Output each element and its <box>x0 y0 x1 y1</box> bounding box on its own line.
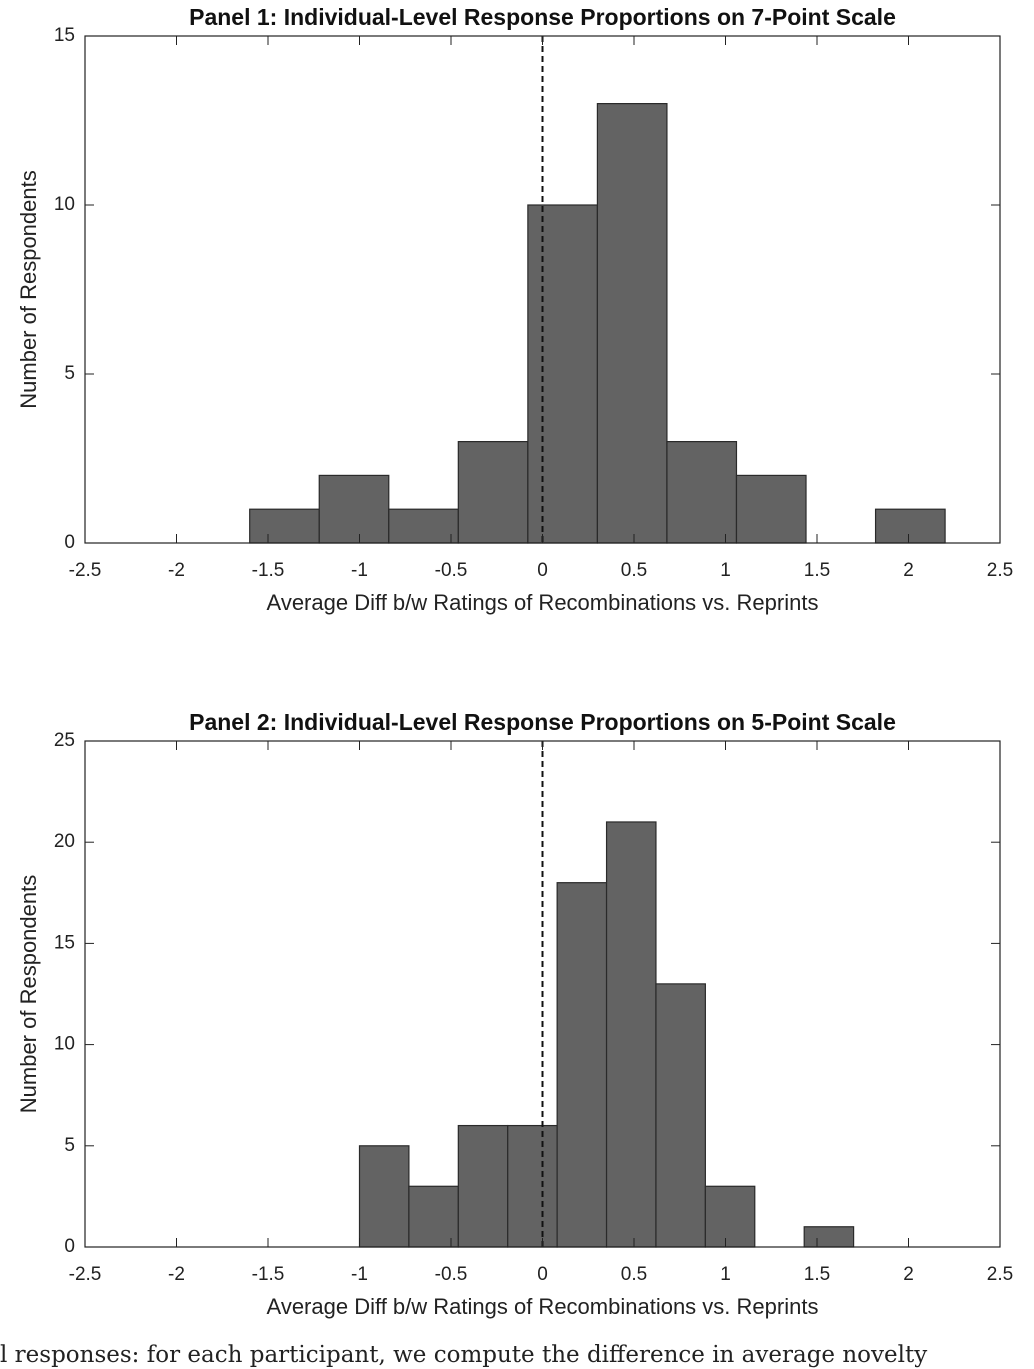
x-tick-label: -2 <box>168 560 185 581</box>
x-tick-label: 2 <box>903 560 914 581</box>
y-tick-label: 5 <box>64 363 75 384</box>
bar <box>408 1185 459 1248</box>
y-tick-label: 15 <box>54 932 75 953</box>
x-tick-label: -2 <box>168 1264 185 1285</box>
x-tick-label: 0.5 <box>621 560 647 581</box>
y-tick-label: 20 <box>54 831 75 852</box>
y-axis-label: Number of Respondents <box>16 875 41 1113</box>
caption: l responses: for each participant, we co… <box>0 1342 927 1368</box>
bar <box>556 882 608 1248</box>
bar <box>596 102 668 544</box>
x-tick-label: 1 <box>720 1264 731 1285</box>
bar <box>655 983 706 1248</box>
x-tick-label: 2.5 <box>987 560 1013 581</box>
x-tick-label: -2.5 <box>69 1264 102 1285</box>
y-tick-label: 0 <box>64 1236 75 1257</box>
bar <box>507 1124 558 1248</box>
x-tick-label: -1.5 <box>252 1264 285 1285</box>
bar <box>388 508 459 544</box>
x-tick-label: -0.5 <box>435 1264 468 1285</box>
bar <box>803 1226 855 1248</box>
x-tick-label: -1.5 <box>252 560 285 581</box>
bar <box>457 441 529 544</box>
bar <box>735 474 807 544</box>
x-tick-label: 1.5 <box>804 560 830 581</box>
x-tick-label: 1.5 <box>804 1264 830 1285</box>
y-axis-label: Number of Respondents <box>16 170 41 408</box>
x-tick-label: 2.5 <box>987 1264 1013 1285</box>
x-tick-label: -2.5 <box>69 560 102 581</box>
bar <box>358 1145 410 1248</box>
y-tick-label: 25 <box>54 730 75 751</box>
x-tick-label: 0.5 <box>621 1264 647 1285</box>
bar <box>249 508 320 544</box>
x-tick-label: -1 <box>351 560 368 581</box>
chart-title: Panel 2: Individual-Level Response Propo… <box>189 709 896 735</box>
y-tick-label: 10 <box>54 1034 75 1055</box>
y-tick-label: 0 <box>64 532 75 553</box>
bar <box>318 474 390 544</box>
chart-title: Panel 1: Individual-Level Response Propo… <box>189 4 896 30</box>
bar <box>704 1185 756 1248</box>
bar <box>605 821 657 1248</box>
bar <box>874 508 946 544</box>
x-tick-label: -0.5 <box>435 560 468 581</box>
x-tick-label: -1 <box>351 1264 368 1285</box>
bar <box>666 441 738 544</box>
x-tick-label: 0 <box>537 1264 548 1285</box>
y-tick-label: 5 <box>64 1135 75 1156</box>
y-tick-label: 10 <box>54 194 75 215</box>
y-tick-label: 15 <box>54 25 75 46</box>
x-axis-label: Average Diff b/w Ratings of Recombinatio… <box>267 1294 819 1319</box>
x-axis-label: Average Diff b/w Ratings of Recombinatio… <box>267 590 819 615</box>
bar <box>527 204 598 544</box>
x-tick-label: 1 <box>720 560 731 581</box>
x-tick-label: 2 <box>903 1264 914 1285</box>
x-tick-label: 0 <box>537 560 548 581</box>
bar <box>457 1124 509 1248</box>
